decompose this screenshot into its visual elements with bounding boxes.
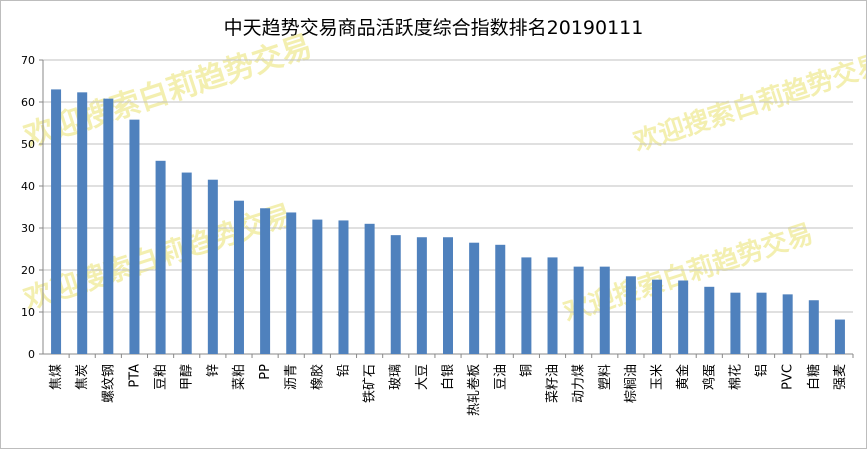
x-tick-label: 橡胶 [309,364,325,390]
bar [416,237,427,354]
y-tick-label: 50 [21,138,35,151]
x-tick-label: PVC [781,364,796,390]
y-tick-label: 20 [21,264,35,277]
x-tick-label: 玉米 [650,364,665,390]
x-tick-label: 豆油 [493,364,508,390]
x-tick-label: 铝 [755,364,770,377]
x-tick-label: 沥青 [284,364,299,390]
bar [782,294,793,354]
x-tick-label: 白糖 [806,364,822,390]
x-tick-label: 塑料 [598,364,613,390]
bar [756,292,767,354]
x-tick-label: 豆粕 [154,364,169,390]
bar [547,257,558,354]
bar [678,280,689,354]
x-tick-label: 鸡蛋 [701,364,717,390]
x-tick-label: 玻璃 [389,364,404,390]
y-tick-label: 30 [21,222,35,235]
bar [233,200,244,354]
bar [207,179,218,354]
bar [521,257,532,354]
watermark-layer: 欢迎搜索白莉趋势交易欢迎搜索白莉趋势交易欢迎搜索白莉趋势交易欢迎搜索白莉趋势交易 [19,29,866,328]
bar [312,219,323,354]
y-axis-ticks: 0 10 20 30 40 50 60 70 [21,54,44,361]
bar [573,266,584,354]
x-tick-label: 棕榈油 [624,364,639,403]
bar [652,279,663,354]
bar [51,89,62,355]
bar [808,300,819,354]
watermark-text: 欢迎搜索白莉趋势交易 [19,29,316,155]
x-tick-label: 铜 [519,364,534,377]
x-tick-label: 焦炭 [75,364,90,390]
bar [834,319,845,354]
bar [390,235,401,354]
x-tick-label: PTA [127,364,142,388]
x-tick-label: 菜粕 [232,364,247,390]
bar [103,98,114,354]
y-tick-label: 10 [21,306,35,319]
x-tick-label: 大豆 [415,364,430,390]
x-tick-label: 铅 [336,364,351,377]
x-tick-label: 热轧卷板 [466,364,482,416]
bar [704,286,715,354]
x-tick-label: 强麦 [833,364,848,390]
bars [51,89,845,355]
x-tick-label: 动力煤 [572,364,587,403]
bar [338,220,349,354]
bar [469,242,480,354]
bar [364,223,375,354]
chart-title: 中天趋势交易商品活跃度综合指数排名20190111 [223,17,644,39]
x-tick-label: 甲醇 [179,364,195,390]
bar [129,119,140,354]
y-tick-label: 70 [21,54,35,67]
x-tick-label: 黄金 [675,364,691,390]
y-tick-label: 60 [21,96,35,109]
x-tick-label: 棉花 [727,364,743,390]
x-tick-label: 螺纹钢 [101,364,116,403]
bar [730,292,741,354]
bar [599,266,610,354]
bar [625,276,636,354]
x-tick-label: 焦煤 [49,364,64,390]
bar [260,208,271,354]
x-tick-label: 铁矿石 [363,364,378,403]
bar [77,92,88,354]
bar [181,172,192,354]
x-tick-label: 锌 [206,364,221,377]
x-tick-label: 菜籽油 [546,364,561,403]
bar [443,237,453,354]
bar [286,212,297,354]
x-tick-label: 白银 [440,364,456,390]
x-tick-label: PP [258,364,273,380]
y-tick-label: 0 [28,348,35,361]
watermark-text: 欢迎搜索白莉趋势交易 [629,48,866,158]
y-tick-label: 40 [21,180,35,193]
bar [495,244,506,354]
x-axis-labels: 焦煤 焦炭 螺纹钢 PTA 豆粕 甲醇锌菜粕 PP 沥青 橡胶铅铁矿石 玻璃 大豆 白银 热轧卷板 豆油铜… [49,354,854,416]
bar [155,160,166,354]
